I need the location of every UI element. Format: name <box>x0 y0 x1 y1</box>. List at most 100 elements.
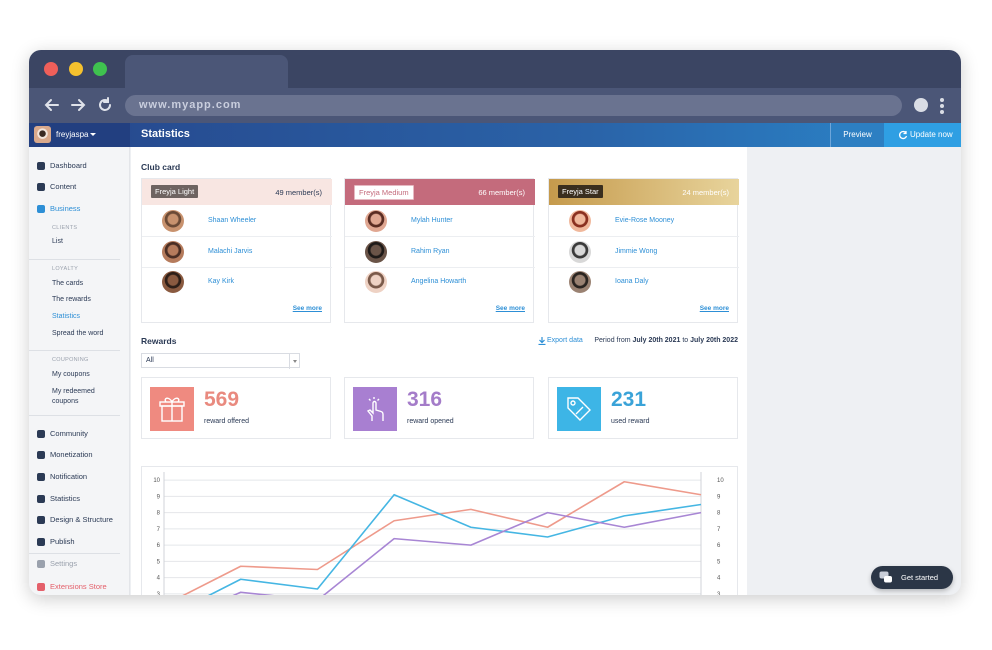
sidebar-item[interactable]: Monetization <box>50 450 93 459</box>
period-end: July 20th 2022 <box>690 337 738 344</box>
sidebar-heading: CLIENTS <box>52 225 78 231</box>
period: Period from July 20th 2021 to July 20th … <box>560 337 738 344</box>
member-name[interactable]: Mylah Hunter <box>411 217 453 224</box>
main-panel: Club card Freyja Light 49 member(s) Shaan W… <box>131 147 747 595</box>
member-avatar <box>162 240 184 263</box>
y2-tick-label: 8 <box>717 511 721 517</box>
see-more[interactable]: See more <box>495 305 525 312</box>
address-bar[interactable] <box>125 95 902 116</box>
stat-label: used reward <box>611 418 650 425</box>
sidebar-item[interactable]: Publish <box>50 537 75 546</box>
member-name[interactable]: Shaan Wheeler <box>208 217 257 224</box>
y-tick-label: 7 <box>157 527 161 533</box>
sidebar-item[interactable]: Content <box>50 182 77 191</box>
see-more[interactable]: See more <box>292 305 322 312</box>
caret <box>90 133 96 136</box>
sidebar: Dashboard Content Business CLIENTS List LOYAL… <box>29 147 130 595</box>
stat-card: 569 reward offered <box>141 377 331 439</box>
export-link[interactable]: Export data <box>547 337 583 344</box>
stat-card: 316 reward opened <box>344 377 534 439</box>
sidebar-subitem[interactable]: The rewards <box>52 296 91 303</box>
card-tag: Freyja Light <box>151 185 199 198</box>
sidebar-heading: LOYALTY <box>52 266 79 272</box>
sidebar-subitem[interactable]: My redeemed coupons <box>52 388 95 405</box>
y-tick-label: 3 <box>157 592 161 595</box>
separator <box>29 553 120 554</box>
period-prefix: Period from <box>594 337 631 344</box>
row-separator <box>142 266 332 268</box>
sidebar-icon <box>37 583 45 591</box>
window-dot <box>93 62 107 76</box>
sidebar-item[interactable]: Settings <box>50 559 78 568</box>
sidebar-subitem[interactable]: Statistics <box>52 313 81 320</box>
member-name[interactable]: Evie-Rose Mooney <box>615 217 675 224</box>
forward-icon <box>71 99 86 111</box>
reload-icon <box>99 97 111 111</box>
sidebar-subitem[interactable]: Spread the word <box>52 330 104 337</box>
sidebar-item[interactable]: Business <box>50 204 81 213</box>
member-avatar <box>365 271 387 293</box>
sidebar-item[interactable]: Dashboard <box>50 161 87 170</box>
sidebar-item[interactable]: Community <box>50 429 88 438</box>
y2-tick-label: 10 <box>717 478 724 484</box>
stat-icon-bg <box>557 387 601 431</box>
member-name[interactable]: Malachi Jarvis <box>208 247 253 255</box>
get-started-button[interactable]: Get started <box>871 566 953 589</box>
sidebar-icon <box>37 205 45 213</box>
sidebar-icon <box>37 451 45 459</box>
see-more[interactable]: See more <box>699 305 729 312</box>
member-count: 49 member(s) <box>275 188 322 197</box>
sidebar-icon <box>37 473 45 481</box>
sidebar-item[interactable]: Notification <box>50 472 88 481</box>
separator <box>29 415 120 416</box>
sidebar-heading: COUPONING <box>52 357 89 363</box>
profile-circle <box>914 98 928 112</box>
y2-tick-label: 5 <box>717 559 721 565</box>
series-line <box>182 480 702 595</box>
sidebar-icon <box>37 430 45 438</box>
member-name[interactable]: Rahim Ryan <box>411 247 450 255</box>
separator <box>29 350 120 351</box>
update-button[interactable]: Update now <box>884 123 961 147</box>
sidebar-item[interactable]: Extensions Store <box>50 582 107 591</box>
filter-select[interactable]: All <box>141 353 300 369</box>
sidebar-item[interactable]: Design & Structure <box>50 515 113 524</box>
member-name[interactable]: Angelina Howarth <box>411 278 467 285</box>
export-icon <box>538 337 546 345</box>
member-avatar <box>569 240 591 263</box>
y-tick-label: 5 <box>157 559 161 565</box>
row-separator <box>345 266 535 268</box>
stat-icon <box>159 397 185 422</box>
period-mid: to <box>682 337 689 344</box>
chart-card: 3 3 4 4 5 5 6 6 7 7 8 8 9 9 10 10 <box>141 466 738 595</box>
stat-icon <box>567 397 591 421</box>
stat-value: 231 <box>611 388 647 411</box>
y-tick-label: 8 <box>157 511 161 517</box>
nav-icons <box>44 97 111 111</box>
username[interactable]: freyjaspa <box>56 130 89 139</box>
separator <box>29 259 120 260</box>
stat-icon <box>366 397 384 421</box>
y2-tick-label: 6 <box>717 543 721 549</box>
sidebar-subitem[interactable]: The cards <box>52 280 84 287</box>
member-name[interactable]: Ioana Daly <box>615 278 649 285</box>
tag-hole <box>570 400 576 406</box>
member-avatar <box>365 210 387 232</box>
window-dot <box>69 62 83 76</box>
member-name[interactable]: Kay Kirk <box>208 278 235 285</box>
tag <box>567 397 591 421</box>
sidebar-subitem[interactable]: My coupons <box>52 371 90 378</box>
sidebar-subitem[interactable]: List <box>52 238 63 245</box>
chat-icon <box>879 571 892 583</box>
card-tag: Freyja Medium <box>354 185 414 200</box>
preview-button[interactable]: Preview <box>830 123 884 147</box>
sidebar-item[interactable]: Statistics <box>50 494 81 503</box>
y2-tick-label: 3 <box>717 592 721 595</box>
browser-window: www.myapp.com freyjaspa Statistics Preview U… <box>29 50 961 595</box>
stat-icon-bg <box>353 387 397 431</box>
member-name[interactable]: Jimmie Wong <box>615 247 658 255</box>
stat-value: 316 <box>407 388 443 411</box>
card-tag: Freyja Star <box>558 185 603 198</box>
menu-dot <box>940 104 944 108</box>
window-dot <box>44 62 58 76</box>
